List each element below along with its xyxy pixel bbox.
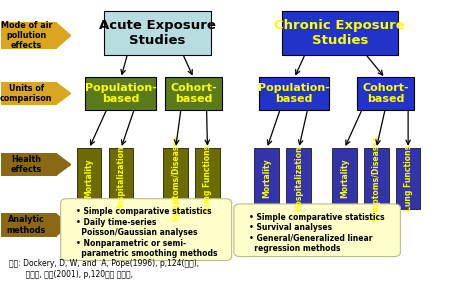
FancyBboxPatch shape — [165, 77, 222, 110]
Text: Symptoms/Diseases: Symptoms/Diseases — [171, 135, 180, 221]
Text: Population-
based: Population- based — [258, 83, 329, 104]
FancyBboxPatch shape — [395, 148, 420, 209]
FancyBboxPatch shape — [1, 22, 56, 49]
Text: Mortality: Mortality — [339, 158, 348, 198]
Text: Units of
comparison: Units of comparison — [0, 84, 52, 103]
FancyBboxPatch shape — [195, 148, 219, 209]
FancyBboxPatch shape — [1, 82, 56, 105]
FancyBboxPatch shape — [108, 148, 133, 209]
FancyBboxPatch shape — [163, 148, 187, 209]
Polygon shape — [56, 82, 71, 105]
Text: • Simple comparative statistics
• Survival analyses
• General/Generalized linear: • Simple comparative statistics • Surviv… — [248, 213, 384, 253]
Polygon shape — [56, 153, 71, 176]
FancyBboxPatch shape — [86, 77, 156, 110]
FancyBboxPatch shape — [286, 148, 310, 209]
Text: Lung Functions: Lung Functions — [403, 145, 412, 211]
FancyBboxPatch shape — [103, 11, 210, 55]
Text: Acute Exposure
Studies: Acute Exposure Studies — [99, 19, 215, 47]
FancyBboxPatch shape — [331, 148, 356, 209]
FancyBboxPatch shape — [356, 77, 413, 110]
Text: Lung Functions: Lung Functions — [202, 145, 212, 211]
Text: Hospitalization: Hospitalization — [116, 146, 125, 211]
Text: 자료: Dockery, D, W, and  A, Pope(1996), p,124(원본),
       이종태, 김호(2001), p,120에서 : 자료: Dockery, D, W, and A, Pope(1996), p,… — [9, 259, 199, 279]
Text: Symptoms/Diseases: Symptoms/Diseases — [371, 135, 380, 221]
Text: Chronic Exposure
Studies: Chronic Exposure Studies — [274, 19, 404, 47]
FancyBboxPatch shape — [61, 199, 231, 260]
FancyBboxPatch shape — [254, 148, 278, 209]
FancyBboxPatch shape — [281, 11, 397, 55]
Polygon shape — [56, 214, 71, 236]
FancyBboxPatch shape — [258, 77, 329, 110]
Text: Mortality: Mortality — [84, 158, 93, 198]
Polygon shape — [56, 22, 71, 49]
FancyBboxPatch shape — [76, 148, 101, 209]
Text: Mode of air
pollution
effects: Mode of air pollution effects — [0, 21, 52, 51]
Text: Cohort-
based: Cohort- based — [170, 83, 217, 104]
FancyBboxPatch shape — [363, 148, 388, 209]
Text: Mortality: Mortality — [262, 158, 271, 198]
Text: • Simple comparative statistics
• Daily time-series
  Poisson/Gaussian analyses
: • Simple comparative statistics • Daily … — [76, 207, 217, 258]
Text: Cohort-
based: Cohort- based — [361, 83, 408, 104]
FancyBboxPatch shape — [1, 153, 56, 176]
FancyBboxPatch shape — [1, 213, 56, 237]
Text: Hospitalization: Hospitalization — [293, 146, 303, 211]
Text: Population-
based: Population- based — [85, 83, 157, 104]
Text: Analytic
methods: Analytic methods — [7, 215, 46, 235]
Text: Health
effects: Health effects — [10, 155, 42, 174]
FancyBboxPatch shape — [233, 204, 399, 257]
